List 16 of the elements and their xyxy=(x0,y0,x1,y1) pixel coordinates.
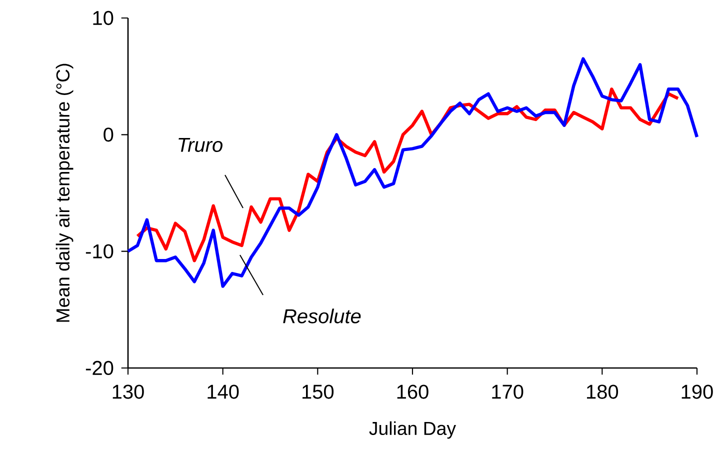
x-tick-label: 140 xyxy=(208,384,239,399)
x-tick-label: 130 xyxy=(112,384,144,399)
text: Resolute xyxy=(283,308,361,324)
text: Truro xyxy=(178,138,222,152)
x-tick-label: 160 xyxy=(397,384,428,399)
x-tick-label: 180 xyxy=(587,384,618,399)
y-tick-label: 0 xyxy=(104,128,114,142)
y-tick-label: -20 xyxy=(86,360,114,376)
x-tick-label: 190 xyxy=(682,384,713,399)
line-series xyxy=(126,57,699,288)
x-axis-title: Julian Day xyxy=(369,421,456,439)
x-tick-label: 170 xyxy=(492,384,524,399)
y-axis-title: Mean daily air temperature (°C) xyxy=(56,64,74,322)
y-tick-label: 10 xyxy=(93,10,114,26)
y-tick-label: -10 xyxy=(86,244,114,258)
x-tick-label: 150 xyxy=(302,384,334,399)
